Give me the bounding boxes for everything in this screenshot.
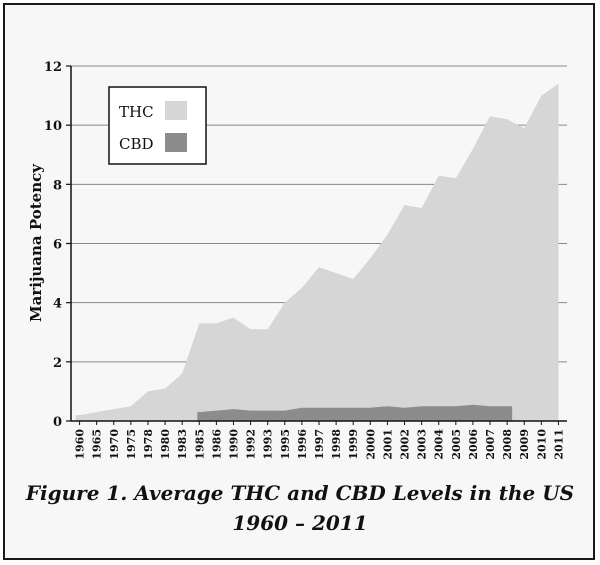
x-tick-label: 2006 xyxy=(467,429,480,460)
x-tick-label: 2002 xyxy=(399,429,412,460)
plot-areas xyxy=(75,83,559,421)
x-tick-label: 1995 xyxy=(279,429,292,460)
legend-label-thc: THC xyxy=(119,103,154,121)
x-tick-label: 1978 xyxy=(142,429,155,460)
legend-box xyxy=(108,86,207,165)
figure-caption: Figure 1. Average THC and CBD Levels in … xyxy=(0,478,600,538)
x-tick-label: 1965 xyxy=(91,429,104,460)
y-axis-label: Marijuana Potency xyxy=(27,163,45,322)
y-tick-label: 6 xyxy=(53,238,62,253)
x-tick-label: 2011 xyxy=(552,429,565,460)
x-tick-label: 2010 xyxy=(535,429,548,460)
y-tick-label: 0 xyxy=(53,415,62,430)
y-tick-label: 10 xyxy=(44,119,62,134)
x-tick-label: 1970 xyxy=(108,429,121,460)
x-tick-label: 2004 xyxy=(433,429,446,460)
x-tick-label: 1997 xyxy=(313,429,326,460)
x-tick-label: 2000 xyxy=(364,429,377,460)
x-tick-label: 1992 xyxy=(245,429,258,460)
y-tick-label: 8 xyxy=(53,178,62,193)
y-tick-label: 4 xyxy=(53,297,62,312)
axes: 0 2 4 6 8 10 12 1960 1965 1970 1975 1978 1980 1983 198… xyxy=(44,60,567,460)
x-tick-label: 2003 xyxy=(416,429,429,460)
x-tick-label: 1960 xyxy=(74,429,87,460)
x-tick-label: 2009 xyxy=(518,429,531,460)
thc-area xyxy=(75,83,559,421)
x-tick-label: 1993 xyxy=(262,429,275,460)
legend-label-cbd: CBD xyxy=(119,135,154,153)
x-tick-label: 2007 xyxy=(484,429,497,460)
legend-swatch-thc xyxy=(165,101,187,120)
caption-line-2: 1960 – 2011 xyxy=(232,511,368,535)
x-tick-label: 1996 xyxy=(296,429,309,460)
x-tick-label: 1983 xyxy=(176,429,189,460)
caption-line-1: Figure 1. Average THC and CBD Levels in … xyxy=(25,481,575,505)
x-tick-label: 1990 xyxy=(227,429,240,460)
x-tick-label: 1975 xyxy=(125,429,138,460)
x-tick-label: 2008 xyxy=(501,429,514,460)
x-tick-label: 1986 xyxy=(210,429,223,460)
cbd-area xyxy=(197,404,513,421)
legend-swatch-cbd xyxy=(165,133,187,152)
x-tick-label: 1998 xyxy=(330,429,343,460)
legend: THC CBD xyxy=(108,86,207,165)
y-tick-label: 12 xyxy=(44,60,62,75)
y-tick-label: 2 xyxy=(53,356,62,371)
x-tick-label: 2005 xyxy=(450,429,463,460)
x-tick-label: 1985 xyxy=(193,429,206,460)
x-tick-label: 1999 xyxy=(347,429,360,460)
x-tick-label: 1980 xyxy=(159,429,172,460)
chart: 0 2 4 6 8 10 12 1960 1965 1970 1975 1978 1980 1983 198… xyxy=(27,60,567,460)
x-tick-label: 2001 xyxy=(381,429,394,460)
